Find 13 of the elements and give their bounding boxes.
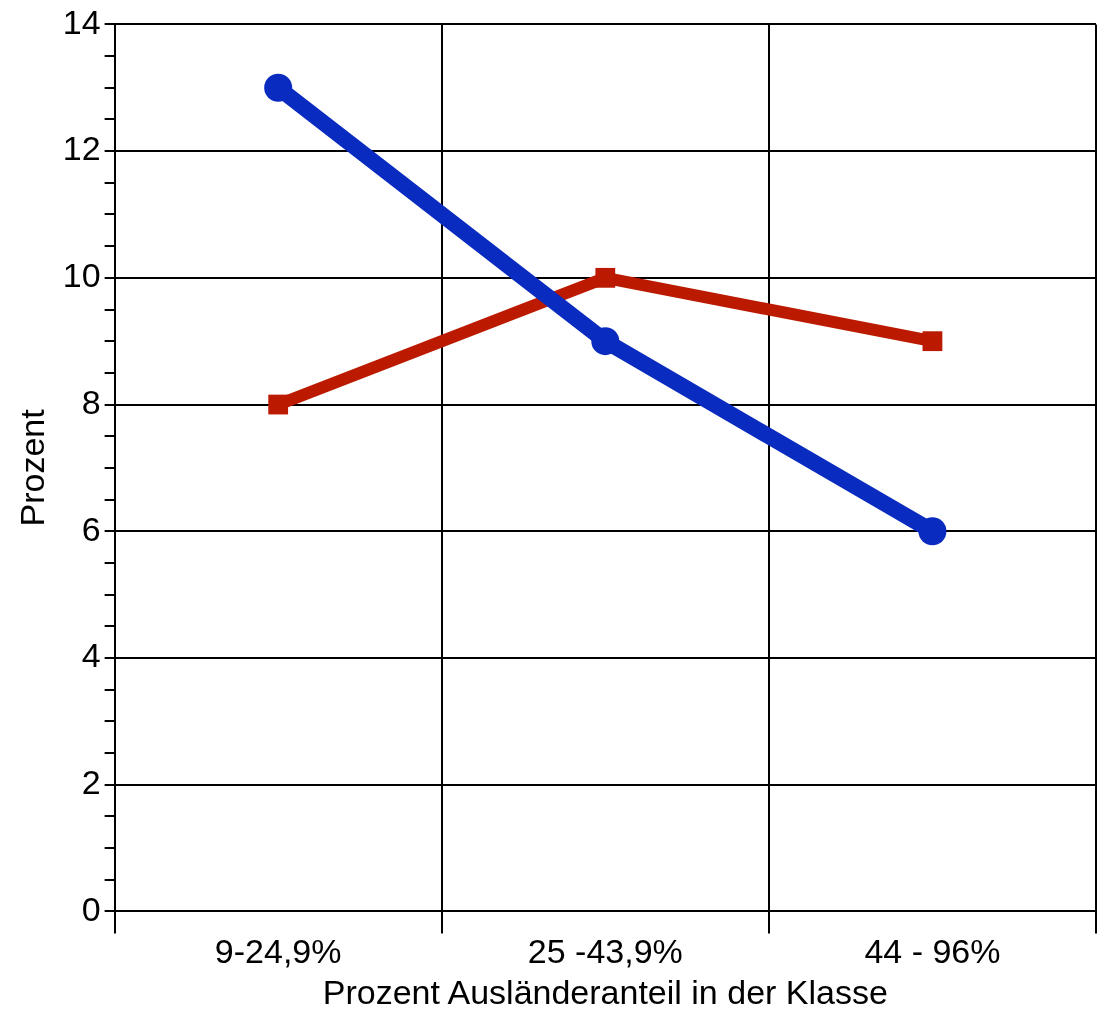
y-tick-label: 2 [81, 763, 101, 802]
x-tick-label: 44 - 96% [864, 932, 1001, 971]
y-tick-label: 14 [62, 2, 101, 41]
y-tick-label: 4 [81, 636, 101, 675]
y-tick-label: 12 [62, 129, 101, 168]
y-tick-label: 8 [81, 382, 101, 421]
x-axis-title: Prozent Ausländeranteil in der Klasse [322, 972, 888, 1011]
y-tick-label: 6 [81, 509, 101, 548]
x-tick-label: 9-24,9% [214, 932, 342, 971]
y-axis-title: Prozent [12, 408, 51, 527]
y-tick-label: 0 [81, 889, 101, 928]
x-tick-label: 25 -43,9% [527, 932, 683, 971]
y-tick-label: 10 [62, 256, 101, 295]
